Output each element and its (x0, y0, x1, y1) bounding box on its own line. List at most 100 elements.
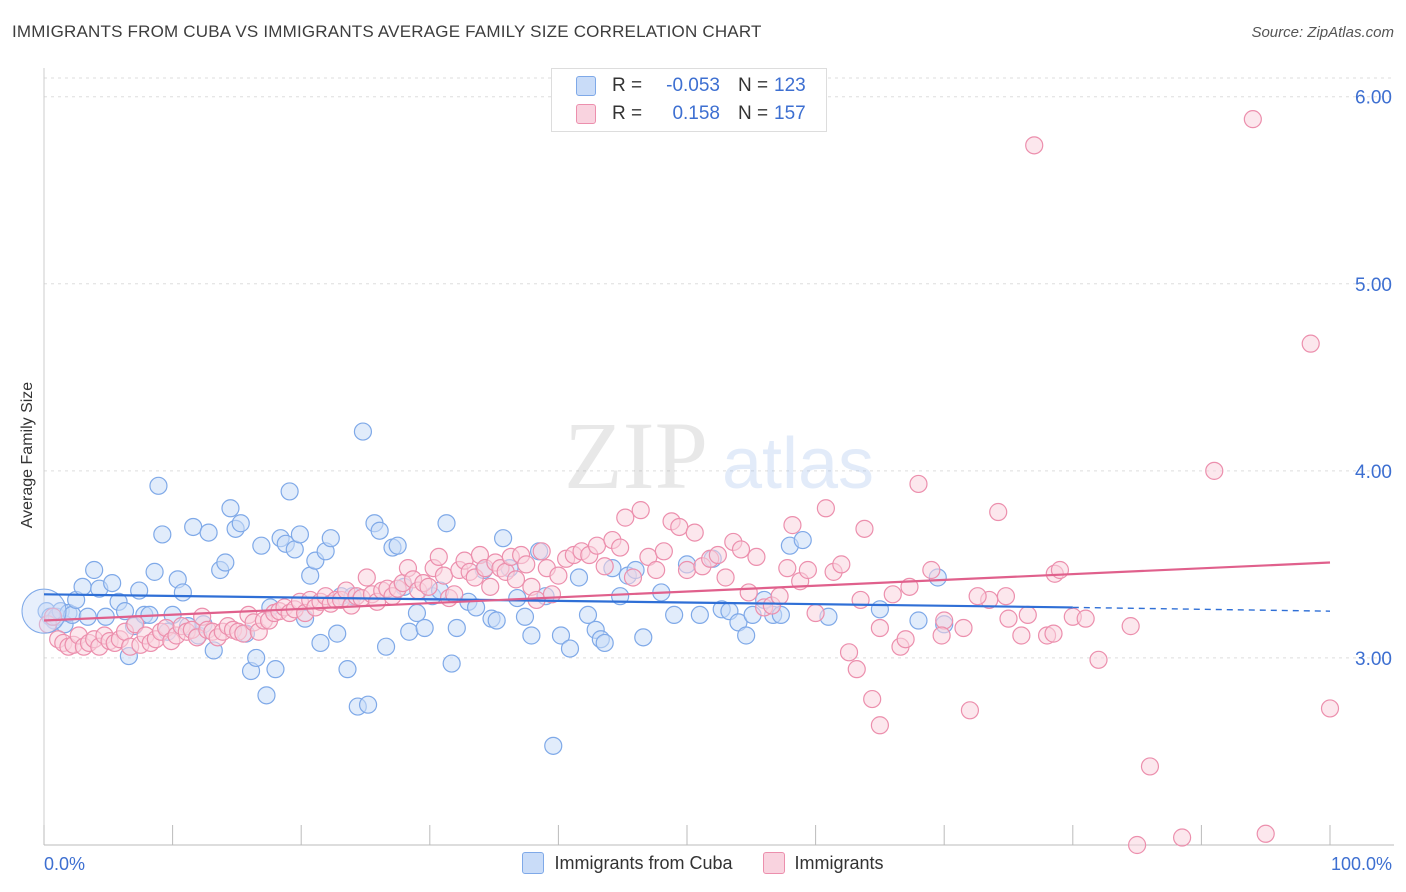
stats-row-cuba: R = -0.053 N = 123 (576, 73, 806, 99)
data-point (1089, 650, 1108, 669)
data-point (587, 536, 607, 555)
data-point (532, 542, 551, 561)
data-point (338, 660, 357, 679)
data-point (1121, 617, 1140, 636)
n-value: 123 (774, 75, 806, 96)
source-note: Source: ZipAtlas.com (1251, 24, 1394, 41)
data-point (634, 628, 653, 647)
data-point (153, 525, 172, 544)
data-point (989, 502, 1008, 522)
r-value: 0.158 (672, 103, 720, 124)
data-point (1173, 828, 1192, 847)
y-tick-label: 3.00 (1355, 649, 1392, 670)
data-point (290, 525, 310, 544)
data-point (1012, 626, 1031, 645)
data-point (932, 626, 951, 645)
trend-lines (43, 561, 1331, 622)
data-point (149, 476, 168, 495)
legend-swatch-immigrants (762, 852, 785, 874)
bottom-legend: Immigrants from Cuba Immigrants (0, 852, 1406, 874)
data-point (515, 607, 535, 626)
data-point-cluster (21, 588, 67, 634)
data-point (731, 540, 751, 559)
data-point (996, 587, 1016, 606)
immigrants-swatch (576, 104, 596, 124)
n-value: 157 (774, 103, 806, 124)
data-point (708, 545, 727, 565)
data-point (257, 686, 276, 705)
data-point (855, 519, 874, 538)
data-point (778, 559, 797, 578)
data-point (311, 633, 330, 653)
data-point (685, 523, 704, 542)
n-label: N = (738, 103, 769, 124)
data-point (199, 523, 218, 542)
grid (44, 77, 1394, 659)
data-point (551, 626, 571, 645)
data-point (716, 568, 735, 587)
data-point (1140, 757, 1160, 776)
data-point (578, 605, 598, 625)
data-point (922, 560, 941, 580)
data-point (73, 577, 92, 596)
data-point (832, 555, 851, 574)
data-point (896, 630, 915, 649)
data-point (954, 618, 973, 638)
data-point (870, 600, 890, 619)
y-tick-label: 6.00 (1355, 88, 1392, 109)
data-point (935, 611, 954, 630)
data-point (400, 622, 419, 641)
data-point (321, 529, 340, 548)
tick-labels: 3.00 4.00 5.00 6.00 0.0% 100.0% (44, 88, 1392, 874)
data-point (407, 603, 427, 623)
data-point (252, 536, 271, 555)
data-point (737, 626, 756, 645)
data-point (999, 609, 1018, 628)
data-point (647, 560, 666, 580)
legend-item-cuba: Immigrants from Cuba (522, 852, 733, 874)
data-point (429, 547, 448, 567)
data-point (376, 637, 396, 656)
data-point (847, 660, 866, 679)
data-point (909, 474, 928, 494)
data-point (173, 583, 192, 602)
data-point (358, 695, 378, 714)
data-point (1127, 835, 1147, 855)
legend-label-cuba: Immigrants from Cuba (554, 852, 733, 873)
data-point (783, 516, 802, 535)
series-1-points (38, 110, 1340, 855)
n-label: N = (738, 75, 769, 96)
data-point (654, 542, 673, 561)
data-point (549, 566, 568, 585)
data-point (623, 568, 643, 587)
data-point (793, 530, 812, 550)
data-point (1044, 624, 1063, 643)
data-point (616, 508, 635, 527)
data-point (388, 536, 407, 555)
data-point (870, 716, 890, 735)
data-point (739, 583, 758, 602)
data-point (434, 566, 454, 585)
data-point (544, 736, 563, 755)
data-point (670, 517, 689, 537)
data-point (806, 603, 825, 623)
data-point (85, 560, 104, 580)
data-point (816, 499, 835, 518)
data-point (517, 555, 536, 574)
data-point (370, 521, 389, 540)
r-label: R = (612, 75, 643, 96)
data-point (184, 517, 203, 537)
x-tick-label: 100.0% (1331, 854, 1392, 874)
r-label: R = (612, 103, 643, 124)
data-point (115, 602, 135, 621)
chart-title: IMMIGRANTS FROM CUBA VS IMMIGRANTS AVERA… (12, 22, 762, 41)
data-point (611, 587, 630, 606)
data-point (870, 618, 890, 638)
data-point (560, 639, 580, 658)
y-tick-label: 4.00 (1355, 462, 1392, 483)
data-point (1256, 824, 1275, 843)
data-point (747, 547, 766, 567)
axes (43, 68, 1394, 846)
data-point (909, 611, 928, 630)
data-point (487, 611, 506, 630)
